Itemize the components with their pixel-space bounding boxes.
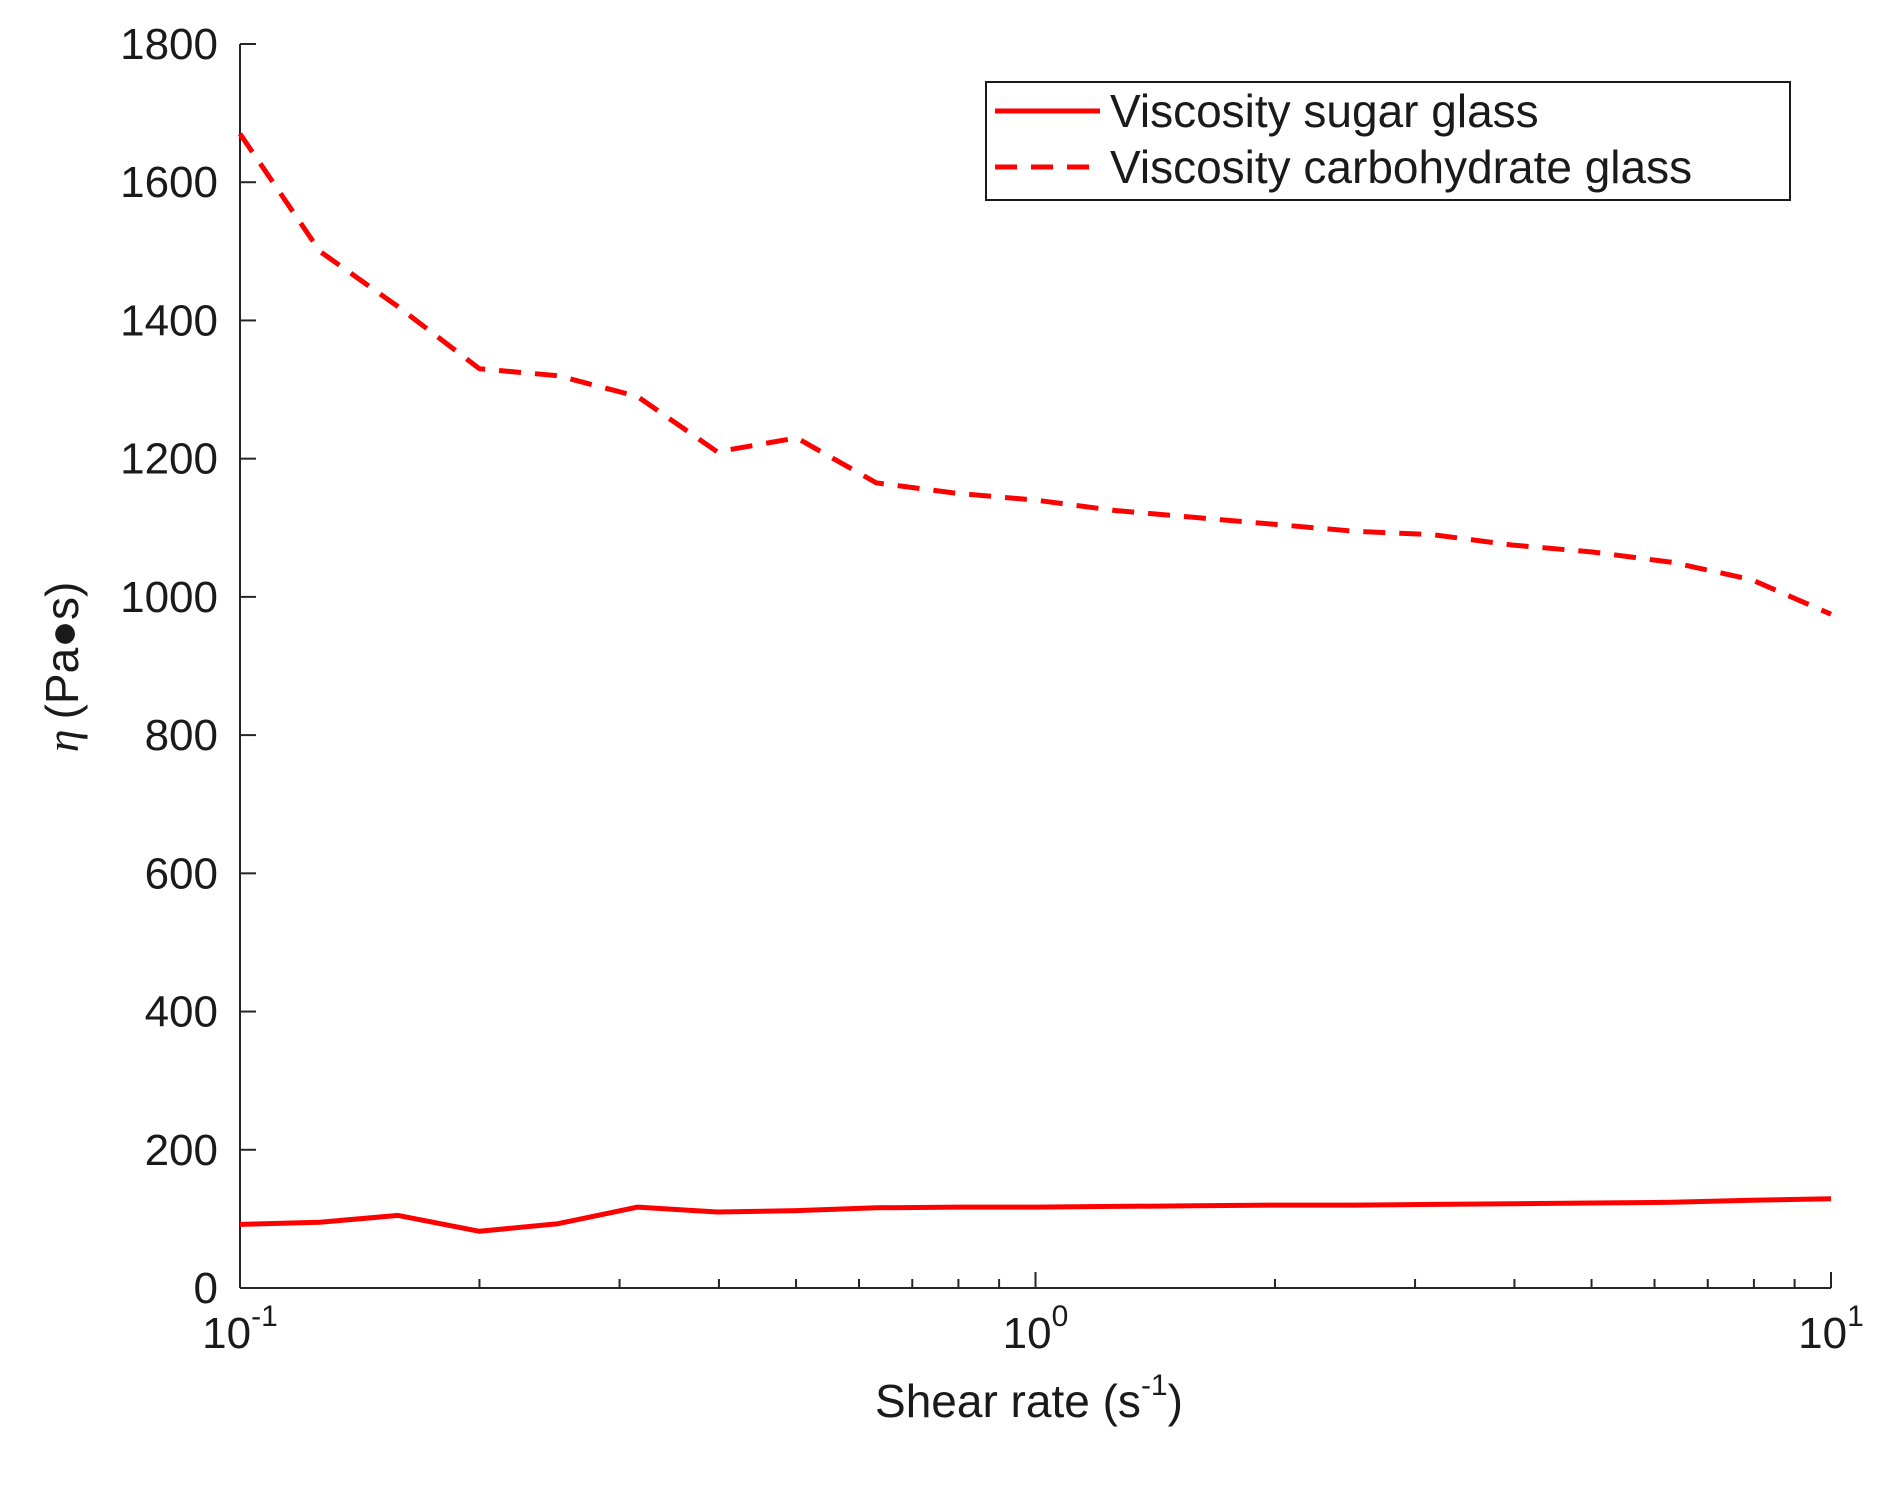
x-tick-exponent: 0	[1052, 1300, 1069, 1333]
y-axis-title: η (Pa●s)	[36, 582, 88, 753]
x-tick-base: 10	[1003, 1309, 1052, 1358]
y-axis-title-text: (Pa●s)	[36, 582, 88, 720]
legend: Viscosity sugar glass Viscosity carbohyd…	[985, 81, 1791, 201]
y-tick-label: 400	[145, 988, 218, 1037]
y-tick-label: 0	[194, 1264, 218, 1313]
x-axis-title: Shear rate (s-1)	[875, 1369, 1183, 1427]
x-axis-title-sup: -1	[1141, 1369, 1168, 1402]
y-tick-label: 600	[145, 849, 218, 898]
legend-label-sugar-glass: Viscosity sugar glass	[1110, 85, 1539, 137]
y-tick-label: 1400	[120, 296, 218, 345]
y-axis-ticks: 0 200 400 600 800 1000 1200 1400 1600 1800	[120, 20, 256, 1313]
x-axis-title-suffix: )	[1168, 1375, 1183, 1427]
y-tick-label: 1600	[120, 158, 218, 207]
y-tick-label: 1200	[120, 435, 218, 484]
x-axis-ticks: 10-1 100 101	[202, 1272, 1864, 1358]
x-axis-title-text: Shear rate (s	[875, 1375, 1141, 1427]
y-tick-label: 200	[145, 1126, 218, 1175]
y-tick-label: 1000	[120, 573, 218, 622]
series-line-sugar-glass	[239, 1196, 1832, 1234]
series-line-carbohydrate-glass	[237, 132, 1832, 617]
y-axis-title-symbol: η	[37, 729, 88, 752]
x-tick-base: 10	[202, 1309, 251, 1358]
x-tick-exponent: -1	[251, 1300, 278, 1333]
legend-box	[985, 81, 1791, 201]
series-layer	[237, 132, 1832, 1234]
axes	[239, 44, 1831, 1289]
y-tick-label: 800	[145, 711, 218, 760]
x-tick-exponent: 1	[1847, 1300, 1864, 1333]
x-tick-label: 100	[1003, 1300, 1069, 1358]
y-tick-label: 1800	[120, 20, 218, 69]
legend-label-carbohydrate-glass: Viscosity carbohydrate glass	[1110, 141, 1692, 193]
x-tick-label: 101	[1798, 1300, 1864, 1358]
x-tick-label: 10-1	[202, 1300, 278, 1358]
x-tick-base: 10	[1798, 1309, 1847, 1358]
